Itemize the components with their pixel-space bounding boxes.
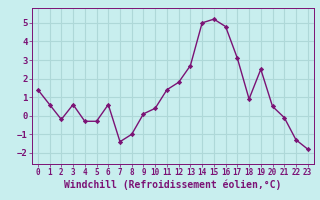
X-axis label: Windchill (Refroidissement éolien,°C): Windchill (Refroidissement éolien,°C)	[64, 180, 282, 190]
